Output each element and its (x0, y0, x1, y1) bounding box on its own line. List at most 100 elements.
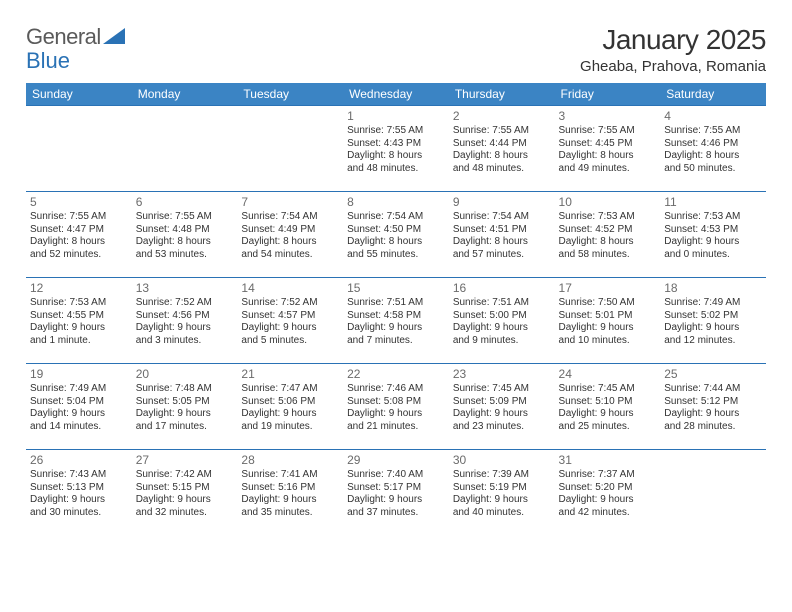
daylight-text: Daylight: 9 hours (241, 408, 339, 421)
sunset-text: Sunset: 5:09 PM (453, 396, 551, 409)
sunset-text: Sunset: 5:08 PM (347, 396, 445, 409)
day-cell: 6Sunrise: 7:55 AMSunset: 4:48 PMDaylight… (132, 192, 238, 278)
day-cell: 2Sunrise: 7:55 AMSunset: 4:44 PMDaylight… (449, 106, 555, 192)
day-cell (132, 106, 238, 192)
day-number: 1 (347, 109, 445, 124)
calendar-table: SundayMondayTuesdayWednesdayThursdayFrid… (26, 83, 766, 536)
day-number: 17 (559, 281, 657, 296)
day-number: 7 (241, 195, 339, 210)
week-row: 26Sunrise: 7:43 AMSunset: 5:13 PMDayligh… (26, 450, 766, 536)
day-header: Thursday (449, 83, 555, 106)
day-number: 31 (559, 453, 657, 468)
day-cell: 1Sunrise: 7:55 AMSunset: 4:43 PMDaylight… (343, 106, 449, 192)
sunrise-text: Sunrise: 7:49 AM (664, 297, 762, 310)
sunset-text: Sunset: 4:46 PM (664, 138, 762, 151)
daylight-text: and 50 minutes. (664, 163, 762, 176)
day-cell: 30Sunrise: 7:39 AMSunset: 5:19 PMDayligh… (449, 450, 555, 536)
day-cell: 15Sunrise: 7:51 AMSunset: 4:58 PMDayligh… (343, 278, 449, 364)
daylight-text: and 9 minutes. (453, 335, 551, 348)
sunset-text: Sunset: 5:16 PM (241, 482, 339, 495)
daylight-text: and 7 minutes. (347, 335, 445, 348)
daylight-text: Daylight: 9 hours (559, 322, 657, 335)
day-cell: 10Sunrise: 7:53 AMSunset: 4:52 PMDayligh… (555, 192, 661, 278)
sunrise-text: Sunrise: 7:42 AM (136, 469, 234, 482)
sunrise-text: Sunrise: 7:51 AM (347, 297, 445, 310)
daylight-text: and 52 minutes. (30, 249, 128, 262)
sunrise-text: Sunrise: 7:47 AM (241, 383, 339, 396)
daylight-text: and 48 minutes. (453, 163, 551, 176)
sunset-text: Sunset: 4:49 PM (241, 224, 339, 237)
day-number: 4 (664, 109, 762, 124)
day-cell: 24Sunrise: 7:45 AMSunset: 5:10 PMDayligh… (555, 364, 661, 450)
day-number: 18 (664, 281, 762, 296)
sunset-text: Sunset: 4:50 PM (347, 224, 445, 237)
daylight-text: and 48 minutes. (347, 163, 445, 176)
day-cell: 8Sunrise: 7:54 AMSunset: 4:50 PMDaylight… (343, 192, 449, 278)
sunset-text: Sunset: 4:52 PM (559, 224, 657, 237)
sunset-text: Sunset: 4:55 PM (30, 310, 128, 323)
sunrise-text: Sunrise: 7:41 AM (241, 469, 339, 482)
daylight-text: Daylight: 9 hours (559, 408, 657, 421)
sunset-text: Sunset: 5:12 PM (664, 396, 762, 409)
daylight-text: and 53 minutes. (136, 249, 234, 262)
sunset-text: Sunset: 5:02 PM (664, 310, 762, 323)
sunset-text: Sunset: 4:51 PM (453, 224, 551, 237)
daylight-text: Daylight: 9 hours (453, 408, 551, 421)
sunset-text: Sunset: 5:10 PM (559, 396, 657, 409)
sunset-text: Sunset: 4:58 PM (347, 310, 445, 323)
week-row: 19Sunrise: 7:49 AMSunset: 5:04 PMDayligh… (26, 364, 766, 450)
daylight-text: Daylight: 9 hours (347, 322, 445, 335)
daylight-text: and 42 minutes. (559, 507, 657, 520)
sunset-text: Sunset: 4:44 PM (453, 138, 551, 151)
daylight-text: and 17 minutes. (136, 421, 234, 434)
day-header: Monday (132, 83, 238, 106)
daylight-text: and 23 minutes. (453, 421, 551, 434)
daylight-text: and 21 minutes. (347, 421, 445, 434)
sunset-text: Sunset: 4:56 PM (136, 310, 234, 323)
day-header: Wednesday (343, 83, 449, 106)
daylight-text: and 10 minutes. (559, 335, 657, 348)
daylight-text: Daylight: 8 hours (347, 150, 445, 163)
sunset-text: Sunset: 4:45 PM (559, 138, 657, 151)
sunset-text: Sunset: 5:19 PM (453, 482, 551, 495)
sunrise-text: Sunrise: 7:45 AM (559, 383, 657, 396)
daylight-text: Daylight: 9 hours (664, 322, 762, 335)
day-number: 6 (136, 195, 234, 210)
daylight-text: and 12 minutes. (664, 335, 762, 348)
daylight-text: and 0 minutes. (664, 249, 762, 262)
daylight-text: and 57 minutes. (453, 249, 551, 262)
sunset-text: Sunset: 5:17 PM (347, 482, 445, 495)
sunrise-text: Sunrise: 7:55 AM (30, 211, 128, 224)
day-cell: 29Sunrise: 7:40 AMSunset: 5:17 PMDayligh… (343, 450, 449, 536)
daylight-text: Daylight: 8 hours (453, 236, 551, 249)
day-cell (660, 450, 766, 536)
sunset-text: Sunset: 4:43 PM (347, 138, 445, 151)
daylight-text: Daylight: 9 hours (241, 322, 339, 335)
sunrise-text: Sunrise: 7:54 AM (453, 211, 551, 224)
daylight-text: Daylight: 9 hours (453, 322, 551, 335)
sunrise-text: Sunrise: 7:55 AM (136, 211, 234, 224)
sunrise-text: Sunrise: 7:55 AM (347, 125, 445, 138)
day-number: 19 (30, 367, 128, 382)
daylight-text: and 58 minutes. (559, 249, 657, 262)
sunrise-text: Sunrise: 7:44 AM (664, 383, 762, 396)
title-block: January 2025 Gheaba, Prahova, Romania (580, 24, 766, 75)
brand-part2: Blue (26, 48, 70, 74)
day-number: 12 (30, 281, 128, 296)
daylight-text: Daylight: 9 hours (453, 494, 551, 507)
day-cell: 12Sunrise: 7:53 AMSunset: 4:55 PMDayligh… (26, 278, 132, 364)
day-number: 28 (241, 453, 339, 468)
sunset-text: Sunset: 4:57 PM (241, 310, 339, 323)
sunrise-text: Sunrise: 7:52 AM (241, 297, 339, 310)
day-cell (26, 106, 132, 192)
sunrise-text: Sunrise: 7:39 AM (453, 469, 551, 482)
sunset-text: Sunset: 4:47 PM (30, 224, 128, 237)
daylight-text: and 28 minutes. (664, 421, 762, 434)
daylight-text: and 25 minutes. (559, 421, 657, 434)
day-cell: 21Sunrise: 7:47 AMSunset: 5:06 PMDayligh… (237, 364, 343, 450)
sunset-text: Sunset: 5:15 PM (136, 482, 234, 495)
daylight-text: Daylight: 9 hours (30, 408, 128, 421)
sunrise-text: Sunrise: 7:51 AM (453, 297, 551, 310)
day-cell: 31Sunrise: 7:37 AMSunset: 5:20 PMDayligh… (555, 450, 661, 536)
sunset-text: Sunset: 5:13 PM (30, 482, 128, 495)
